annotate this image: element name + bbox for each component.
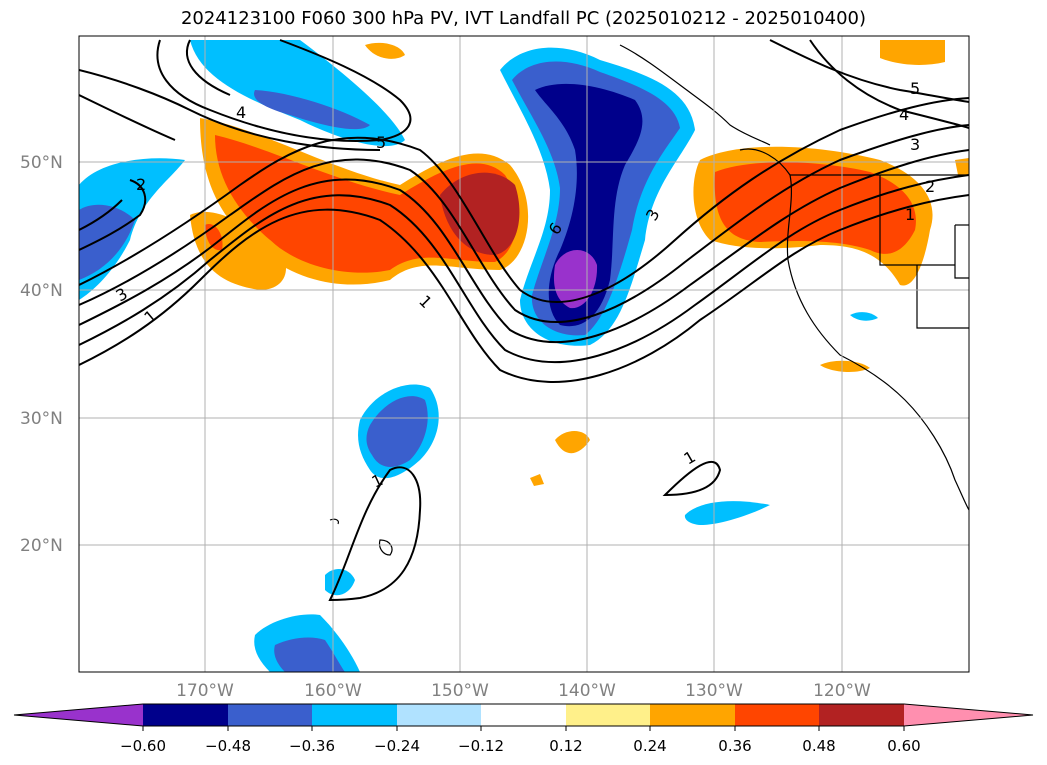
map-frame [78,35,970,673]
svg-text:5: 5 [910,79,920,98]
colorbar-segment [566,704,650,726]
svg-text:2: 2 [136,175,146,194]
colorbar-segment [397,704,481,726]
colorbar-extend-left [14,704,143,726]
map-area: 1 2 3 4 5 6 1 2 3 4 5 1 1 3 1 [79,36,969,672]
colorbar-segment [735,704,819,726]
colorbar-segment [312,704,397,726]
lon-label: 140°W [558,681,616,701]
latitude-labels: 50°N 40°N 30°N 20°N [20,153,63,556]
colorbar-segment [819,704,904,726]
lon-label: 170°W [176,681,234,701]
colorbar-segment [143,704,228,726]
colorbar-tick-label: 0.48 [802,737,835,755]
colorbar-tick-label: 0.12 [549,737,582,755]
colorbar-tick-label: 0.60 [887,737,920,755]
colorbar-tick-label: −0.60 [120,737,166,755]
svg-text:5: 5 [376,133,386,152]
ivt-contours [79,39,969,602]
lat-label: 20°N [20,536,63,556]
gridlines [79,36,969,672]
colorbar-tick-label: 0.24 [633,737,666,755]
longitude-labels: 170°W 160°W 150°W 140°W 130°W 120°W [176,681,871,701]
lon-label: 150°W [431,681,489,701]
lat-label: 40°N [20,281,63,301]
strongest-negative-core [553,250,598,309]
lat-label: 30°N [20,409,63,429]
colorbar-segment [650,704,735,726]
colorbar: −0.60 −0.48 −0.36 −0.24 −0.12 0.12 0.24 … [13,703,1034,755]
coastline [329,44,969,556]
colorbar-ticks [142,726,905,731]
svg-text:4: 4 [899,105,909,124]
svg-text:4: 4 [236,103,246,122]
colorbar-tick-label: −0.48 [205,737,251,755]
svg-text:2: 2 [925,177,935,196]
svg-text:3: 3 [910,135,920,154]
colorbar-tick-label: −0.24 [374,737,420,755]
colorbar-segment [228,704,312,726]
lon-label: 160°W [304,681,362,701]
svg-text:1: 1 [905,205,915,224]
lon-label: 130°W [685,681,743,701]
map-title: 2024123100 F060 300 hPa PV, IVT Landfall… [180,8,867,29]
shading-layer [79,40,969,672]
colorbar-segment [481,704,566,726]
colorbar-tick-label: −0.12 [458,737,504,755]
colorbar-tick-labels: −0.60 −0.48 −0.36 −0.24 −0.12 0.12 0.24 … [120,737,921,755]
lat-label: 50°N [20,153,63,173]
colorbar-tick-label: 0.36 [718,737,751,755]
lon-label: 120°W [813,681,871,701]
colorbar-extend-right [904,704,1033,726]
colorbar-tick-label: −0.36 [289,737,335,755]
